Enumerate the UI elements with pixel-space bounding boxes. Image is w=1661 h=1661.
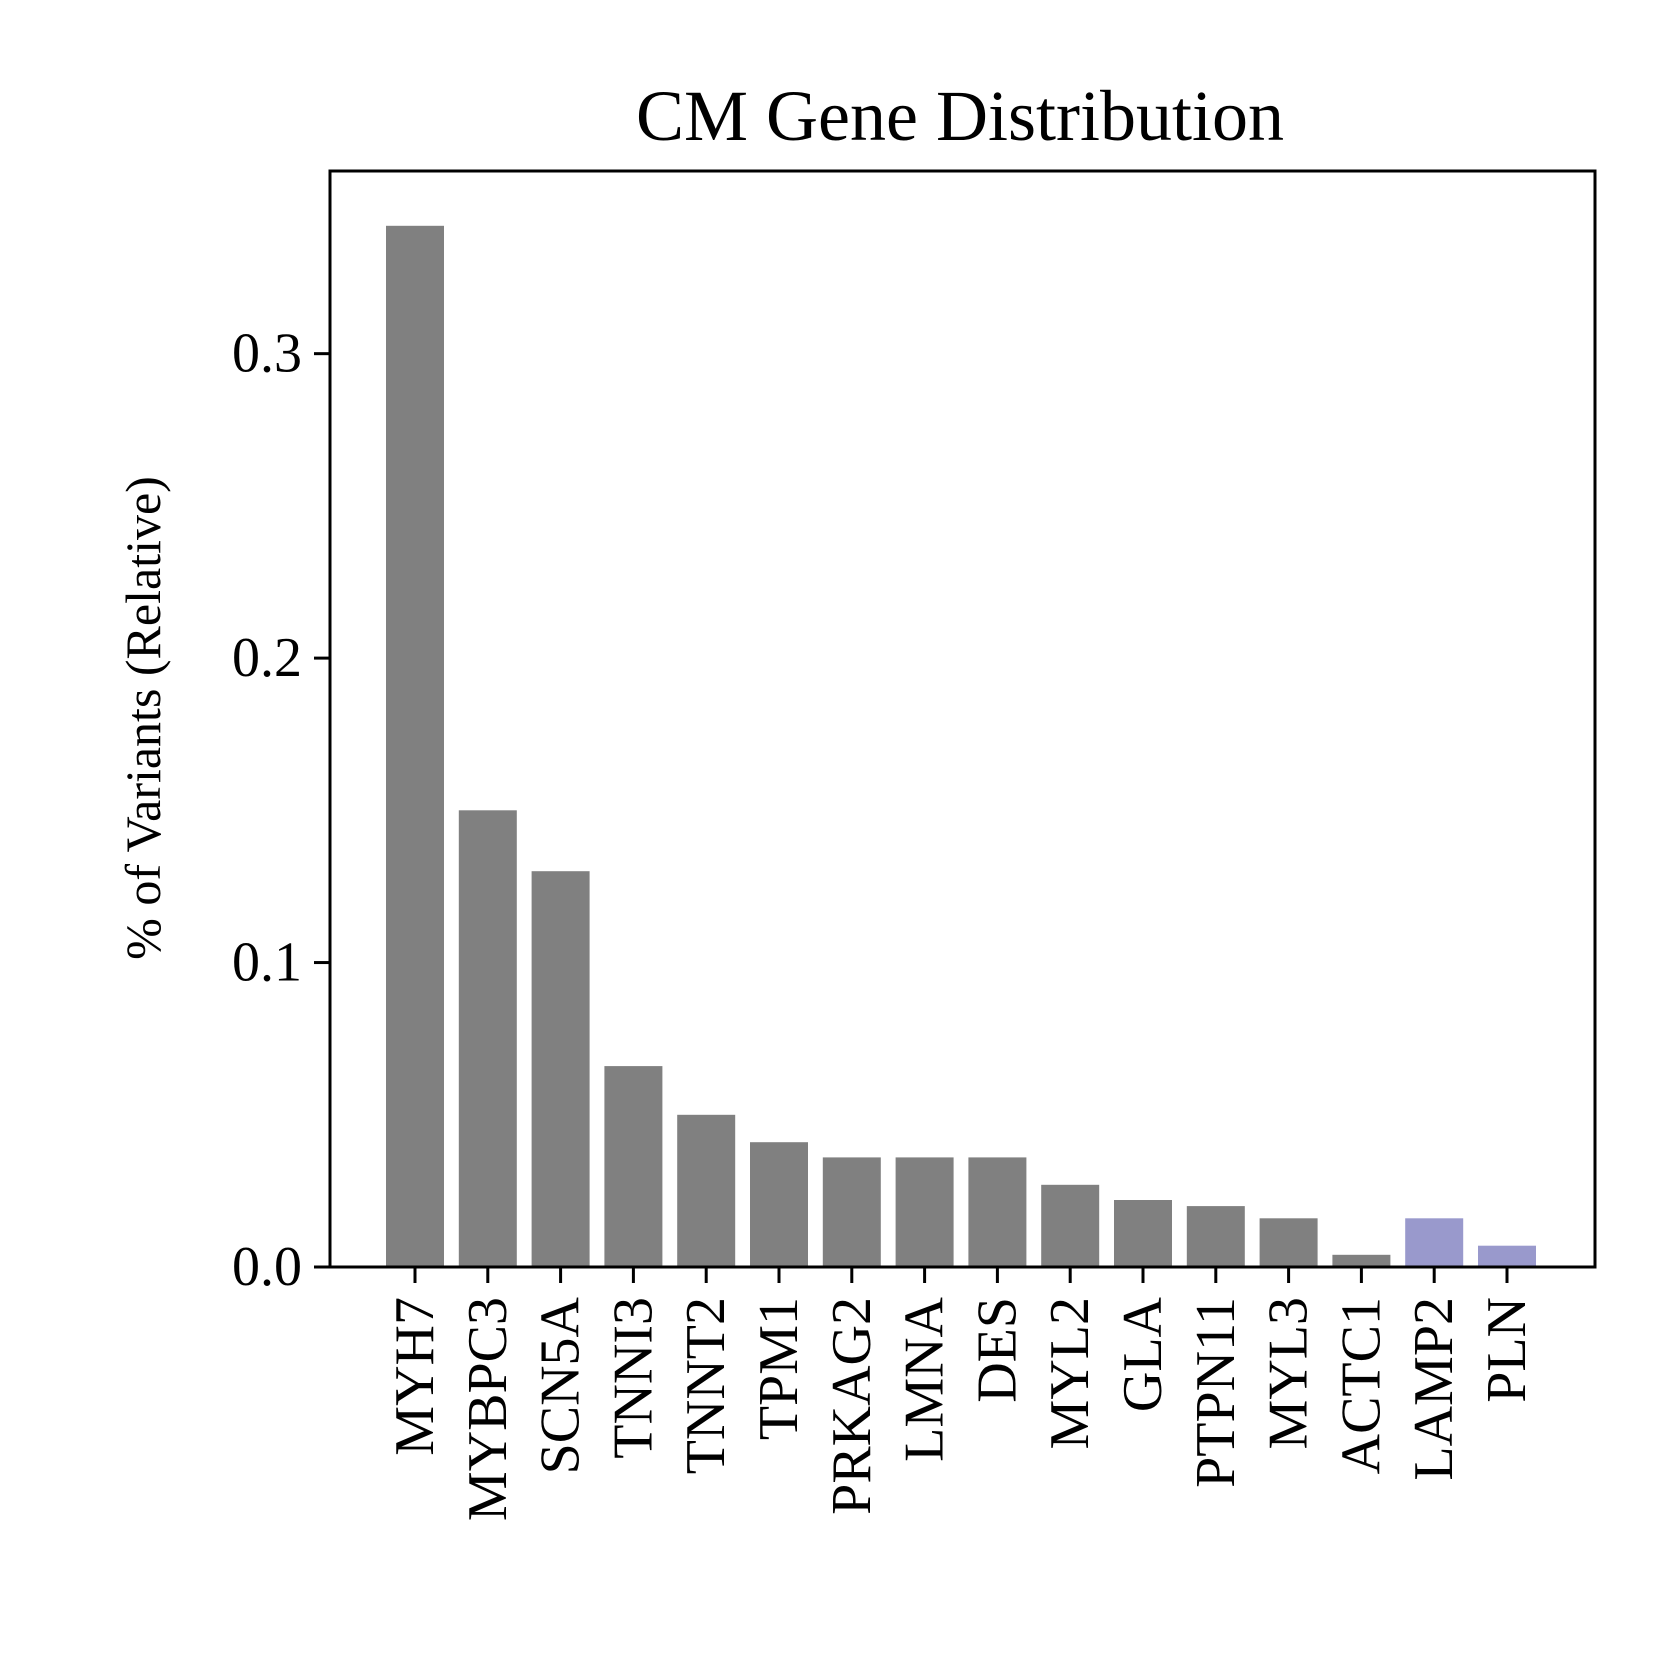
y-tick-label: 0.0 [232, 1236, 302, 1298]
bar-myl3 [1259, 1218, 1318, 1267]
bar-ptpn11 [1186, 1206, 1245, 1267]
x-tick-label: DES [966, 1297, 1028, 1403]
bar-tnni3 [604, 1066, 663, 1267]
x-tick-label: LMNA [894, 1296, 956, 1461]
plot-frame [328, 169, 1597, 1269]
bar-myl2 [1041, 1184, 1100, 1267]
x-tick-label: MYL2 [1039, 1297, 1101, 1449]
x-tick-label: ACTC1 [1330, 1297, 1392, 1474]
x-tick-label: SCN5A [530, 1296, 592, 1474]
x-tick-label: GLA [1112, 1296, 1174, 1412]
bar-gla [1114, 1200, 1172, 1267]
x-tick-label: TPM1 [748, 1297, 810, 1440]
bar-lmna [895, 1157, 954, 1267]
x-tick-label: MYH7 [384, 1297, 446, 1456]
x-tick-label: PTPN11 [1185, 1297, 1247, 1488]
chart-title: CM Gene Distribution [636, 76, 1284, 156]
bar-scn5a [531, 871, 590, 1267]
x-axis-ticks: MYH7 MYBPC3 SCN5A TNNI3 TNNT2 TPM1 PRKAG2 LMNA D… [384, 1267, 1538, 1521]
bar-lamp2 [1405, 1218, 1464, 1267]
bar-tpm1 [750, 1142, 808, 1267]
bars-group [386, 225, 1536, 1267]
x-tick-label: TNNI3 [602, 1297, 664, 1459]
x-tick-label: PRKAG2 [821, 1297, 883, 1515]
y-axis-ticks: 0.0 0.1 0.2 0.3 [232, 323, 330, 1298]
x-tick-label: TNNT2 [675, 1297, 737, 1474]
y-tick-label: 0.2 [232, 627, 302, 689]
y-tick-label: 0.1 [232, 932, 302, 994]
bar-des [968, 1157, 1027, 1267]
x-tick-label: MYBPC3 [457, 1297, 519, 1521]
x-tick-label: MYL3 [1258, 1297, 1320, 1449]
bar-actc1 [1332, 1254, 1391, 1267]
x-tick-label: PLN [1476, 1297, 1538, 1403]
bar-prkag2 [822, 1157, 881, 1267]
y-tick-label: 0.3 [232, 323, 302, 385]
y-axis-label: % of Variants (Relative) [115, 476, 171, 960]
x-tick-label: LAMP2 [1403, 1297, 1465, 1481]
bar-mybpc3 [458, 810, 517, 1267]
bar-pln [1478, 1245, 1536, 1267]
bar-myh7 [386, 225, 444, 1267]
bar-tnnt2 [677, 1114, 736, 1267]
